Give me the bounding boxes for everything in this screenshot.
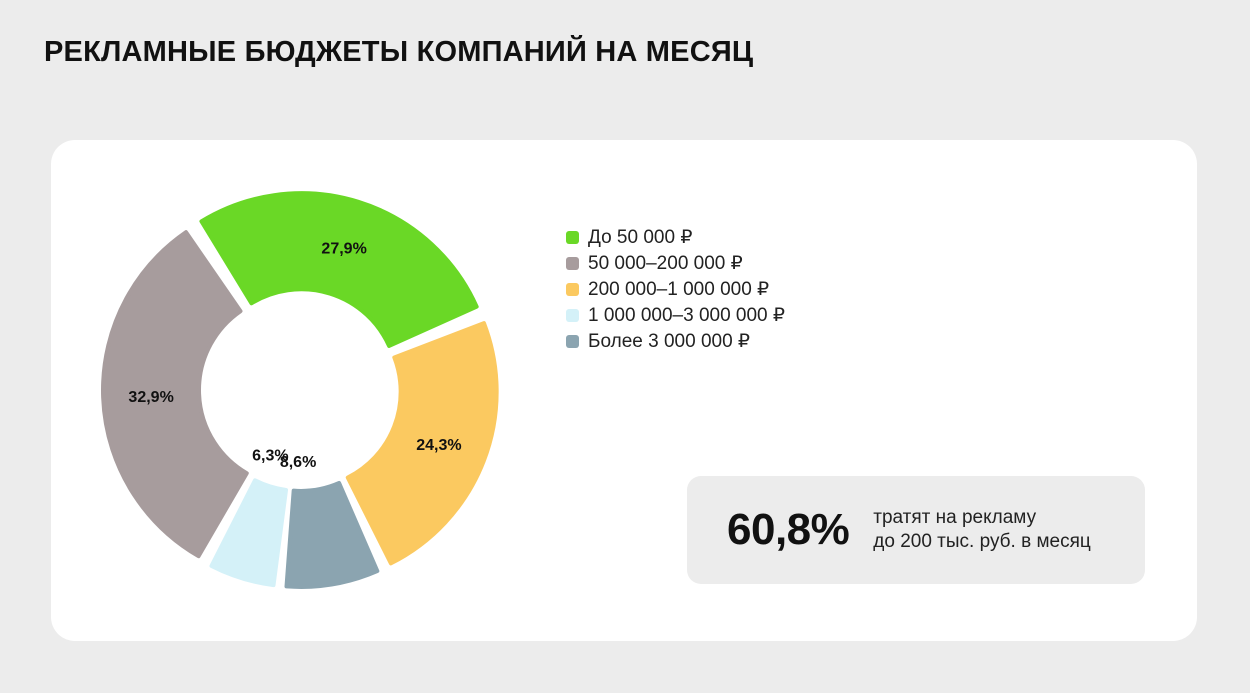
donut-slice [284, 480, 380, 589]
page-title: РЕКЛАМНЫЕ БЮДЖЕТЫ КОМПАНИЙ НА МЕСЯЦ [44, 36, 754, 68]
slice-value-label: 6,3% [252, 447, 288, 464]
legend-swatch [566, 308, 579, 322]
slice-value-label: 24,3% [416, 437, 461, 454]
legend-label: До 50 000 ₽ [588, 226, 693, 248]
legend-swatch [566, 230, 579, 244]
legend-item: Более 3 000 000 ₽ [566, 328, 785, 354]
legend-label: Более 3 000 000 ₽ [588, 330, 751, 352]
highlight-caption-line: тратят на рекламу [873, 507, 1037, 528]
donut-slice [199, 191, 479, 348]
legend-item: 200 000–1 000 000 ₽ [566, 276, 785, 302]
legend-label: 1 000 000–3 000 000 ₽ [588, 304, 785, 326]
highlight-value: 60,8% [727, 505, 850, 554]
chart-legend: До 50 000 ₽ 50 000–200 000 ₽ 200 000–1 0… [566, 224, 785, 354]
legend-label: 50 000–200 000 ₽ [588, 252, 743, 274]
highlight-caption: тратят на рекламу до 200 тыс. руб. в мес… [873, 506, 1091, 554]
legend-swatch [566, 334, 579, 348]
slice-value-label: 27,9% [321, 241, 366, 258]
chart-card: 27,9% 24,3% 8,6% 6,3% 32,9% До 50 000 ₽ 50 0… [51, 140, 1197, 641]
donut-slice [101, 230, 249, 559]
legend-swatch [566, 256, 579, 270]
highlight-caption-line: до 200 тыс. руб. в месяц [873, 531, 1091, 552]
donut-slice [345, 321, 499, 566]
legend-label: 200 000–1 000 000 ₽ [588, 278, 770, 300]
legend-item: 50 000–200 000 ₽ [566, 250, 785, 276]
slice-value-label: 32,9% [128, 389, 173, 406]
legend-swatch [566, 282, 579, 296]
highlight-box: 60,8% тратят на рекламу до 200 тыс. руб.… [687, 476, 1145, 584]
legend-item: 1 000 000–3 000 000 ₽ [566, 302, 785, 328]
legend-item: До 50 000 ₽ [566, 224, 785, 250]
donut-slice [209, 478, 289, 588]
donut-chart: 27,9% 24,3% 8,6%6,3% 32,9% [101, 191, 499, 589]
slice-value-label: 8,6% [280, 454, 316, 471]
